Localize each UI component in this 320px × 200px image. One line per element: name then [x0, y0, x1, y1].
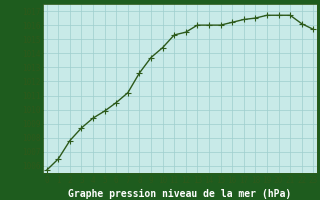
- X-axis label: Graphe pression niveau de la mer (hPa): Graphe pression niveau de la mer (hPa): [68, 189, 292, 199]
